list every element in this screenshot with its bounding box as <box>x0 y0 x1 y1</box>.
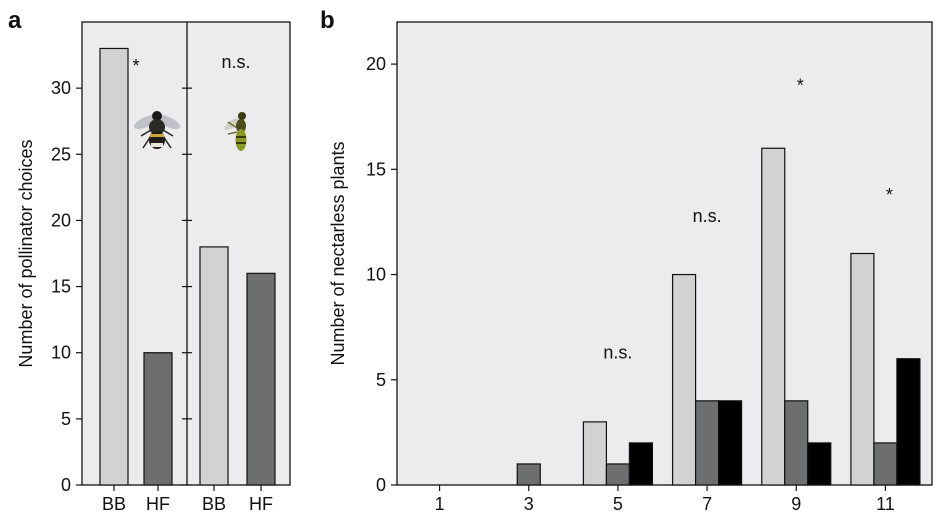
bar-11-series-3 <box>896 358 921 486</box>
x-tick-label: HF <box>249 494 273 514</box>
annotation-7: n.s. <box>693 206 722 226</box>
bar-7-series-3 <box>717 400 743 486</box>
bar-9-series-2 <box>784 400 809 486</box>
panel-letter-b: b <box>320 7 335 34</box>
x-tick-label: 5 <box>613 494 623 514</box>
panel-a-y-axis-title: Number of pollinator choices <box>16 139 36 367</box>
y-tick-label: 20 <box>51 210 71 230</box>
x-tick-label: 1 <box>435 494 445 514</box>
panel-a-annotation-bumblebee: * <box>132 56 139 76</box>
panel-b-plot-area <box>396 21 933 486</box>
bar-9-series-1 <box>761 147 786 486</box>
annotation-9: * <box>797 75 804 95</box>
bar-3-series-2 <box>516 463 541 486</box>
annotation-5: n.s. <box>603 343 632 363</box>
y-tick-label: 30 <box>51 78 71 98</box>
panel-a-bars <box>99 47 276 486</box>
x-tick-label: 9 <box>791 494 801 514</box>
bar-5-series-2 <box>605 463 631 486</box>
bar-7-series-1 <box>671 273 697 486</box>
bar-11-series-1 <box>850 252 875 486</box>
bar-hf <box>246 272 276 486</box>
panel-letter-a: a <box>8 7 22 34</box>
y-tick-label: 15 <box>51 277 71 297</box>
bar-hf <box>143 352 173 486</box>
panel-a: a Number of pollinator choices 0 5 10 15 20 2… <box>8 7 291 514</box>
annotation-11: * <box>886 185 893 205</box>
y-tick-label: 5 <box>61 409 71 429</box>
hoverfly-icon <box>224 112 247 151</box>
panel-b-bars <box>516 147 921 486</box>
y-tick-label: 0 <box>61 475 71 495</box>
bar-9-series-3 <box>807 442 832 486</box>
panel-a-annotation-hoverfly: n.s. <box>221 52 250 72</box>
bar-11-series-2 <box>873 442 898 486</box>
y-tick-label: 10 <box>51 343 71 363</box>
y-tick-label: 10 <box>366 265 386 285</box>
panel-b-annotations: n.s. n.s. * * <box>603 75 893 362</box>
bar-bb <box>199 246 229 486</box>
bumblebee-icon <box>134 111 180 149</box>
bar-7-series-2 <box>694 400 720 486</box>
x-tick-label: 11 <box>876 494 895 514</box>
x-tick-label: 3 <box>524 494 534 514</box>
bar-5-series-3 <box>628 442 654 486</box>
y-tick-label: 0 <box>376 475 386 495</box>
x-tick-label: HF <box>146 494 170 514</box>
y-tick-label: 5 <box>376 370 386 390</box>
x-tick-label: BB <box>102 494 126 514</box>
bar-5-series-1 <box>582 421 608 486</box>
panel-b-y-axis-title: Number of nectarless plants <box>328 141 348 365</box>
y-tick-label: 15 <box>366 159 386 179</box>
y-tick-label: 25 <box>51 144 71 164</box>
panel-b-x-ticks: 1 3 5 7 9 11 <box>435 485 895 514</box>
y-tick-label: 20 <box>366 54 386 74</box>
x-tick-label: 7 <box>702 494 712 514</box>
panel-a-x-tick-labels: BB HF BB HF <box>102 485 273 514</box>
bar-bb <box>99 47 129 486</box>
panel-a-y-ticks: 0 5 10 15 20 25 30 <box>51 78 192 495</box>
x-tick-label: BB <box>202 494 226 514</box>
panel-b-y-ticks: 0 5 10 15 20 <box>366 54 397 495</box>
